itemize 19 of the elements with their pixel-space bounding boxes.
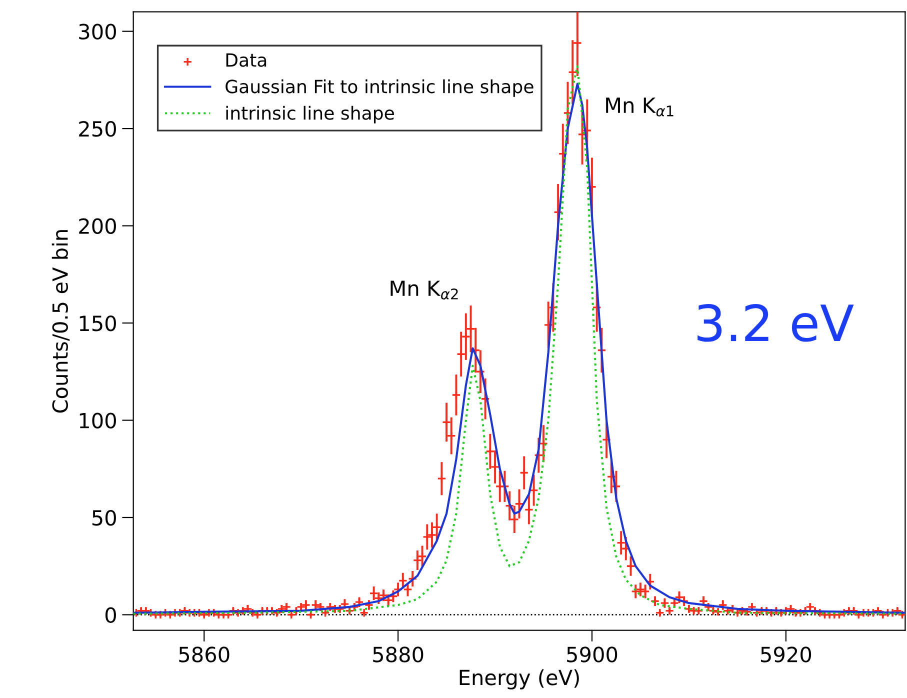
x-tick-label: 5920	[761, 646, 812, 662]
x-tick-label: 5900	[567, 646, 618, 662]
y-tick-label: 200	[79, 218, 116, 234]
y-tick-label: 250	[79, 121, 116, 137]
x-tick-label: 5860	[179, 646, 230, 662]
y-tick-label: 0	[105, 607, 116, 623]
y-axis-title: Counts/0.5 eV bin	[52, 230, 70, 413]
annotation: Mn K$_{α2}$	[390, 280, 458, 300]
legend-label: Gaussian Fit to intrinsic line shape	[226, 79, 534, 97]
y-tick-label: 300	[79, 24, 116, 40]
y-tick-label: 50	[92, 510, 116, 526]
x-tick-label: 5880	[373, 646, 424, 662]
legend-label: intrinsic line shape	[226, 106, 394, 124]
x-axis-title: Energy (eV)	[460, 669, 579, 690]
y-tick-label: 150	[80, 315, 116, 332]
legend-label: Data	[226, 53, 266, 67]
annotation: Mn K$_{α1}$	[606, 98, 674, 116]
annotation: 3.2 eV	[698, 304, 854, 342]
y-tick-label: 100	[80, 412, 116, 428]
